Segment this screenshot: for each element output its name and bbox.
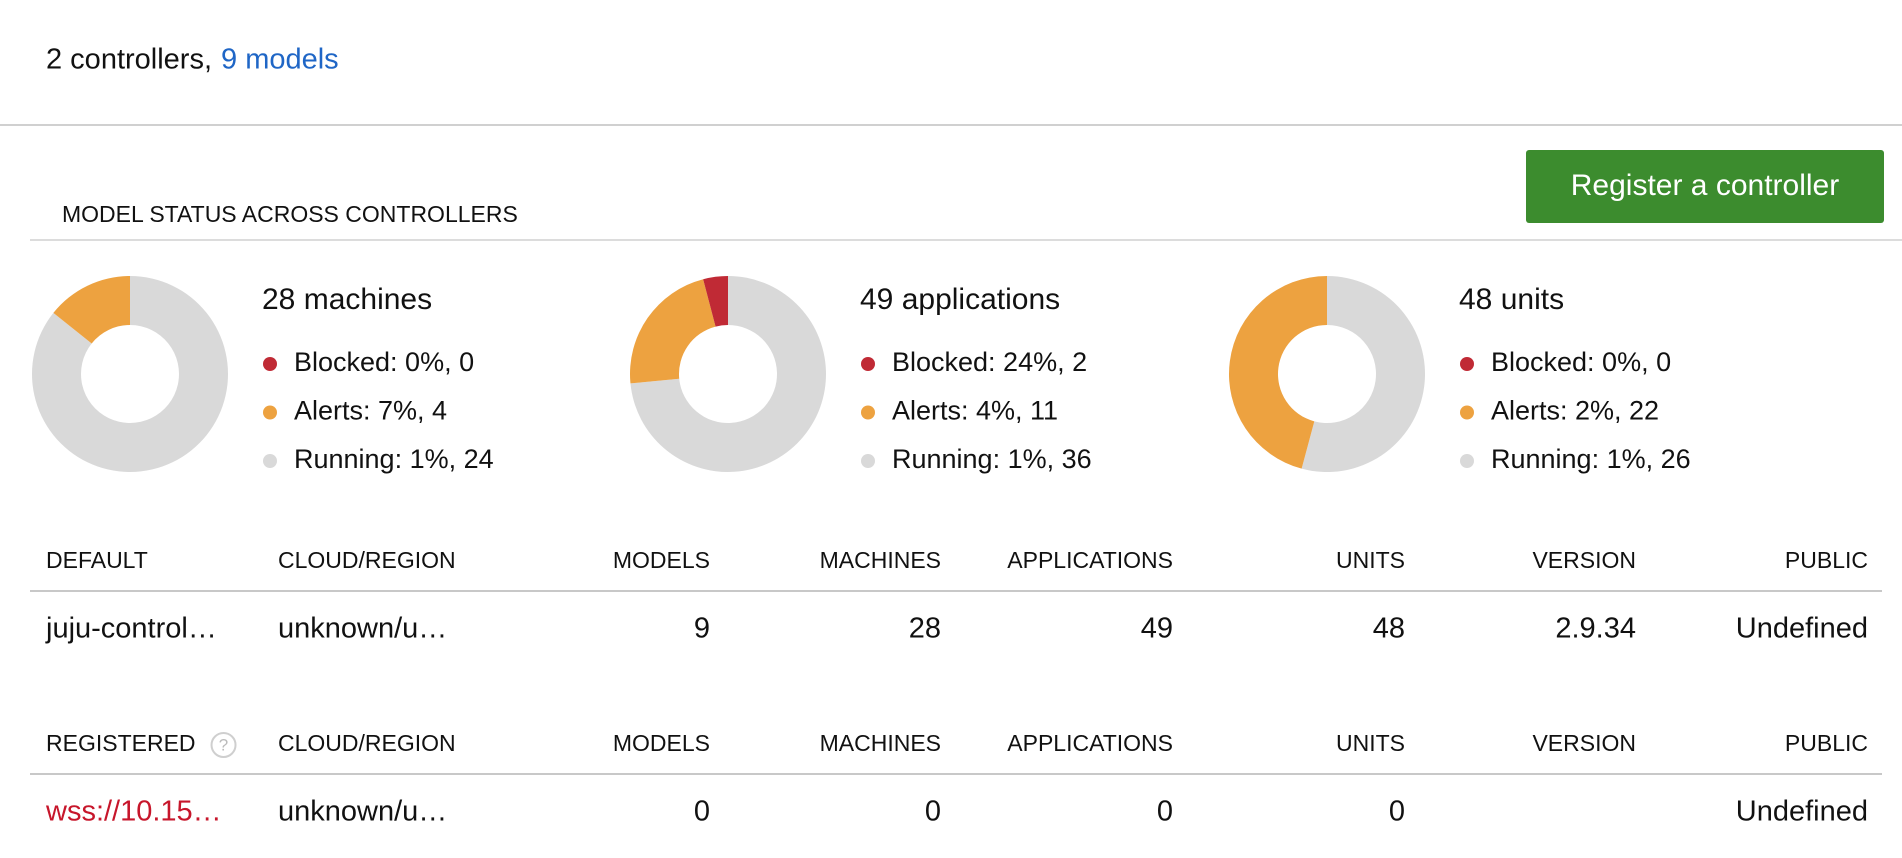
table-cell: unknown/u… bbox=[278, 796, 447, 828]
legend-dot bbox=[263, 405, 277, 420]
legend-dot bbox=[1460, 357, 1474, 371]
legend-label: Alerts: 2%, 22 bbox=[1491, 396, 1659, 426]
table-cell: 0 bbox=[694, 796, 710, 828]
table-cell: 0 bbox=[1157, 796, 1173, 828]
legend-dot bbox=[861, 357, 875, 371]
column-header: CLOUD/REGION bbox=[278, 730, 456, 756]
column-header: VERSION bbox=[1532, 730, 1636, 756]
table-cell: 48 bbox=[1373, 613, 1405, 645]
legend-label: Alerts: 7%, 4 bbox=[294, 396, 447, 426]
column-header: MACHINES bbox=[820, 547, 941, 573]
column-header: MODELS bbox=[613, 547, 710, 573]
column-header: PUBLIC bbox=[1785, 730, 1868, 756]
legend-dot bbox=[263, 454, 277, 468]
legend-label: Running: 1%, 26 bbox=[1491, 444, 1691, 474]
table-cell: 49 bbox=[1141, 613, 1173, 645]
column-header: APPLICATIONS bbox=[1007, 547, 1173, 573]
section-title: MODEL STATUS ACROSS CONTROLLERS bbox=[62, 201, 518, 227]
register-button[interactable] bbox=[1526, 150, 1884, 223]
table-cell: 0 bbox=[925, 796, 941, 828]
donut-segment bbox=[1228, 276, 1327, 469]
column-header: PUBLIC bbox=[1785, 547, 1868, 573]
legend-dot bbox=[1460, 405, 1474, 420]
table-cell: 0 bbox=[1389, 796, 1405, 828]
donut-segment bbox=[1301, 276, 1425, 472]
help-icon bbox=[210, 732, 237, 758]
controller-name: juju-control… bbox=[45, 613, 217, 645]
chart-title: 28 machines bbox=[262, 283, 432, 316]
column-header: DEFAULT bbox=[46, 547, 148, 573]
legend-label: Alerts: 4%, 11 bbox=[892, 396, 1058, 426]
legend-label: Blocked: 24%, 2 bbox=[892, 347, 1087, 377]
legend-dot bbox=[263, 357, 277, 371]
models-link[interactable]: 9 models bbox=[221, 44, 339, 76]
help-icon-label: ? bbox=[219, 735, 228, 754]
chart-title: 48 units bbox=[1459, 283, 1564, 316]
register-button-label[interactable]: Register a controller bbox=[1571, 169, 1839, 202]
column-header: REGISTERED bbox=[46, 730, 196, 756]
donut-segment bbox=[53, 276, 130, 344]
legend-label: Running: 1%, 36 bbox=[892, 444, 1092, 474]
column-header: VERSION bbox=[1532, 547, 1636, 573]
legend-label: Blocked: 0%, 0 bbox=[1491, 347, 1671, 377]
column-header: MODELS bbox=[613, 730, 710, 756]
legend-dot bbox=[861, 454, 875, 468]
column-header: UNITS bbox=[1336, 730, 1405, 756]
column-header: MACHINES bbox=[820, 730, 941, 756]
chart-title: 49 applications bbox=[860, 283, 1060, 316]
column-header: UNITS bbox=[1336, 547, 1405, 573]
controller-count: 2 controllers, bbox=[46, 44, 212, 76]
table-cell: 9 bbox=[694, 613, 710, 645]
legend-label: Running: 1%, 24 bbox=[294, 444, 494, 474]
donut-segment bbox=[32, 276, 229, 472]
donut-segment bbox=[630, 276, 826, 472]
column-header: CLOUD/REGION bbox=[278, 547, 456, 573]
legend-dot bbox=[1460, 454, 1474, 468]
table-cell: 28 bbox=[909, 613, 941, 645]
table-cell: Undefined bbox=[1736, 613, 1868, 645]
controller-name[interactable]: wss://10.15… bbox=[45, 796, 222, 828]
table-cell: Undefined bbox=[1736, 796, 1868, 828]
column-header: APPLICATIONS bbox=[1007, 730, 1173, 756]
legend-dot bbox=[861, 405, 875, 420]
legend-label: Blocked: 0%, 0 bbox=[294, 347, 474, 377]
table-cell: 2.9.34 bbox=[1555, 613, 1636, 645]
donut-segment bbox=[629, 279, 716, 384]
table-cell: unknown/u… bbox=[278, 613, 447, 645]
donut-segment bbox=[703, 276, 728, 327]
